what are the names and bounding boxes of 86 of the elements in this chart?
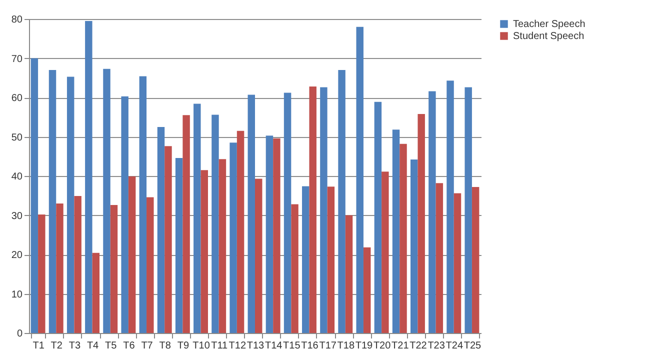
bar <box>428 91 436 333</box>
bar <box>273 138 280 333</box>
bar <box>85 20 92 333</box>
bar <box>284 92 292 333</box>
x-tick-label: T16 <box>301 340 319 352</box>
bar <box>374 102 382 333</box>
y-tick-label: 70 <box>11 54 23 65</box>
bar <box>146 197 154 333</box>
bar <box>472 186 480 333</box>
bar <box>121 96 128 333</box>
bar <box>164 146 172 333</box>
bar <box>400 144 407 333</box>
bar <box>38 214 46 333</box>
y-tick-label: 10 <box>11 289 23 300</box>
bar <box>139 76 147 333</box>
bar <box>363 247 371 333</box>
y-tick-label: 80 <box>11 14 23 26</box>
bar <box>410 160 418 333</box>
bar <box>356 26 364 333</box>
x-tick-label: T19 <box>355 340 374 352</box>
bar <box>128 176 136 333</box>
bar <box>48 70 56 333</box>
bar <box>309 86 316 333</box>
x-tick-label: T6 <box>123 340 136 352</box>
bar <box>200 170 208 333</box>
bar <box>194 104 201 333</box>
legend-label: Student Speech <box>513 31 584 42</box>
x-tick-label: T23 <box>428 340 446 352</box>
x-tick-label: T7 <box>141 340 154 352</box>
bar <box>248 94 255 333</box>
bar <box>157 126 165 333</box>
x-tick-label: T17 <box>319 340 337 352</box>
x-tick-label: T4 <box>86 340 100 352</box>
bar <box>454 193 462 333</box>
x-tick-label: T3 <box>68 340 81 352</box>
x-tick-label: T5 <box>105 340 118 352</box>
bar <box>74 196 82 333</box>
x-tick-label: T18 <box>337 340 355 352</box>
y-tick-label: 20 <box>11 250 23 261</box>
x-tick-label: T8 <box>159 340 172 352</box>
bar <box>110 205 118 333</box>
bar <box>338 70 346 333</box>
bar <box>218 159 226 333</box>
bar <box>291 204 298 333</box>
legend-label: Teacher Speech <box>513 19 586 30</box>
bar <box>236 130 244 333</box>
x-tick-label: T13 <box>246 340 265 352</box>
x-tick-label: T11 <box>211 340 228 352</box>
x-tick-label: T20 <box>373 340 392 352</box>
x-tick-label: T10 <box>192 340 210 352</box>
bar <box>255 178 262 333</box>
x-tick-label: T22 <box>410 340 428 352</box>
x-tick-label: T25 <box>464 340 482 352</box>
x-tick-label: T24 <box>446 340 464 352</box>
x-tick-label: T15 <box>283 340 301 352</box>
bar <box>392 130 400 333</box>
bar <box>92 252 100 333</box>
y-tick-label: 30 <box>11 210 23 222</box>
bar <box>418 114 425 333</box>
bar <box>212 114 219 333</box>
y-tick-label: 50 <box>11 132 23 144</box>
bar <box>464 87 472 333</box>
bar <box>66 76 74 333</box>
x-tick-label: T21 <box>392 340 410 352</box>
bar <box>56 203 64 333</box>
bar <box>182 115 190 333</box>
y-tick-label: 40 <box>11 172 23 182</box>
bar <box>382 172 389 333</box>
bar <box>30 58 38 333</box>
bar <box>103 68 110 333</box>
bar <box>327 186 335 333</box>
bar <box>266 136 274 333</box>
bar <box>320 87 328 333</box>
bar <box>175 158 183 333</box>
x-tick-label: T14 <box>264 340 283 352</box>
bar <box>302 186 310 333</box>
x-tick-label: T1 <box>32 340 45 352</box>
bar <box>230 142 237 333</box>
bar <box>446 80 454 333</box>
bar <box>345 215 353 333</box>
y-tick-label: 60 <box>11 93 23 104</box>
y-tick-label: 0 <box>16 328 23 340</box>
x-tick-label: T9 <box>177 340 190 352</box>
x-tick-label: T2 <box>50 340 63 352</box>
bar <box>436 183 444 333</box>
x-tick-label: T12 <box>228 340 246 352</box>
